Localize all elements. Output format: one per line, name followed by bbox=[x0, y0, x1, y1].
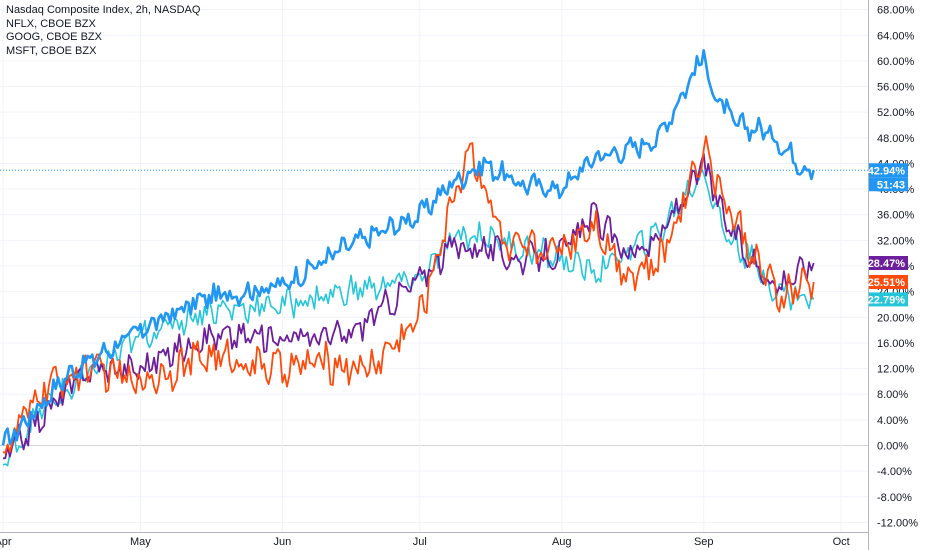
y-tick-label: -8.00% bbox=[877, 492, 912, 504]
y-tick-label: 0.00% bbox=[877, 441, 908, 453]
badge-goog-box bbox=[869, 256, 908, 271]
legend-main-series: Nasdaq Composite Index, 2h, NASDAQ bbox=[6, 4, 201, 16]
legend-item-msft: MSFT, CBOE BZX bbox=[6, 44, 97, 57]
badge-countdown-label: 51:43 bbox=[877, 179, 905, 191]
badge-nasdaq-box bbox=[869, 163, 908, 178]
badge-goog-label: 28.47% bbox=[868, 258, 906, 270]
y-tick-label: 48.00% bbox=[877, 133, 915, 145]
x-tick-label: Jun bbox=[274, 536, 292, 548]
badge-countdown-box bbox=[869, 177, 908, 192]
y-tick-label: 32.00% bbox=[877, 235, 915, 247]
x-tick-label: Aug bbox=[552, 536, 572, 548]
y-tick-label: 52.00% bbox=[877, 107, 915, 119]
y-tick-label: -12.00% bbox=[877, 517, 918, 529]
x-tick-label: Sep bbox=[694, 536, 714, 548]
y-tick-label: 56.00% bbox=[877, 82, 915, 94]
y-tick-label: 8.00% bbox=[877, 389, 908, 401]
badge-msft-box bbox=[869, 292, 908, 307]
x-tick-label: Oct bbox=[833, 536, 850, 548]
y-tick-label: 68.00% bbox=[877, 5, 915, 17]
badge-msft-label: 22.79% bbox=[868, 294, 906, 306]
x-tick-label: Jul bbox=[413, 536, 427, 548]
series-line-goog bbox=[2, 152, 815, 460]
series-line-nflx bbox=[2, 135, 815, 454]
y-tick-label: -4.00% bbox=[877, 466, 912, 478]
y-tick-label: 64.00% bbox=[877, 30, 915, 42]
badge-nasdaq-label: 42.94% bbox=[868, 165, 906, 177]
series-line-nasdaq bbox=[1, 48, 815, 446]
chart-legend: Nasdaq Composite Index, 2h, NASDAQ NFLX,… bbox=[6, 4, 200, 58]
x-tick-label: May bbox=[130, 536, 151, 548]
x-tick-label: Apr bbox=[0, 536, 12, 548]
y-tick-label: 12.00% bbox=[877, 364, 915, 376]
y-tick-label: 36.00% bbox=[877, 210, 915, 222]
badge-nflx-label: 25.51% bbox=[868, 277, 906, 289]
y-tick-label: 16.00% bbox=[877, 338, 915, 350]
legend-item-nflx: NFLX, CBOE BZX bbox=[6, 17, 96, 30]
y-tick-label: 4.00% bbox=[877, 415, 908, 427]
legend-item-goog: GOOG, CBOE BZX bbox=[6, 31, 102, 43]
y-tick-label: 60.00% bbox=[877, 56, 915, 68]
badge-nflx-box bbox=[869, 274, 908, 289]
y-tick-label: 20.00% bbox=[877, 312, 915, 324]
